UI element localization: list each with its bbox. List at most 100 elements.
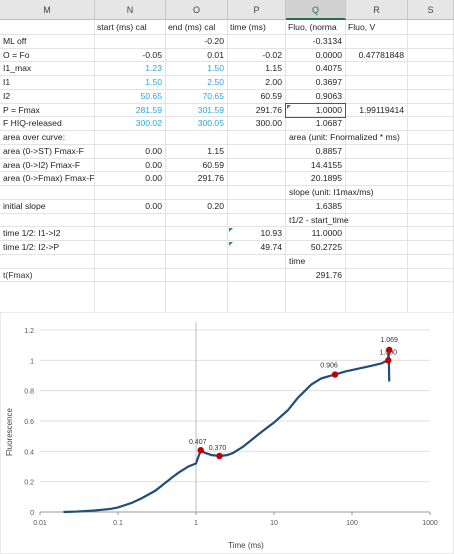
cell-r[interactable]: 1.99119414 [359,104,404,115]
cell-o[interactable]: 0.20 [207,200,224,211]
cell-n[interactable]: 300.02 [135,118,162,129]
table-row: P = Fmax 281.59 301.59 291.76 1.0000 1.991194… [0,104,454,118]
cell-n[interactable]: -0.05 [142,49,162,60]
cell-n[interactable]: 0.00 [145,200,162,211]
data-label: 1.069 [380,337,398,344]
table-row: F HIQ-released 300.02 300.05 300.00 1.0687 [0,117,454,131]
cell-o[interactable]: 1.15 [207,145,224,156]
cell-p[interactable]: 60.59 [260,90,282,101]
cell-m[interactable]: area over curve: [3,132,66,142]
cell-q[interactable]: 0.4075 [315,63,342,74]
cell-m[interactable]: F HIQ-released [3,118,62,129]
x-tick-label: 1 [194,520,198,527]
table-row: I2 50.65 70.65 60.59 0.9063 [0,90,454,104]
table-row: initial slope 0.00 0.20 1.6385 [0,200,454,214]
cell-n[interactable]: 0.00 [145,173,162,184]
cell-q[interactable]: 0.0000 [315,49,342,60]
table-row: I1 1.50 2.50 2.00 0.3697 [0,76,454,90]
header-cell-o[interactable]: end (ms) cal [168,22,216,32]
cell-n[interactable]: 50.65 [140,90,162,101]
cell-q[interactable]: 0.8857 [315,145,342,156]
cell-q[interactable]: time [289,255,306,266]
cell-m[interactable]: area (0->I2) Fmax-F [3,159,81,170]
column-header-q[interactable]: Q [286,0,346,20]
table-row: ML off -0.20 -0.3134 [0,35,454,49]
cell-q[interactable]: 1.0000 [315,104,342,115]
column-header-r[interactable]: R [346,0,408,20]
cell-q[interactable]: -0.3134 [312,35,342,46]
column-header-o[interactable]: O [166,0,228,20]
cell-q[interactable]: 0.9063 [315,90,342,101]
cell-m[interactable]: area (0->Fmax) Fmax-F [3,173,95,184]
column-gridline [94,20,95,312]
cell-p[interactable]: 1.15 [265,63,282,74]
cell-p[interactable]: 10.93 [260,228,282,239]
cell-q[interactable]: 14.4155 [310,159,342,170]
cell-m[interactable]: ML off [3,35,27,46]
cell-q[interactable]: slope (unit: I1max/ms) [289,187,374,197]
cell-o[interactable]: 60.59 [202,159,224,170]
cell-m[interactable]: t(Fmax) [3,269,33,280]
cell-m[interactable]: P = Fmax [3,104,40,115]
cell-o[interactable]: -0.20 [204,35,224,46]
cell-o[interactable]: 291.76 [197,173,224,184]
cell-o[interactable]: 300.05 [197,118,224,129]
cell-o[interactable]: 2.50 [207,77,224,87]
header-cell-r[interactable]: Fluo, V [348,22,376,32]
cell-q[interactable]: 1.6385 [315,200,342,211]
header-cell-q[interactable]: Fluo, (norma [288,22,337,32]
cell-n[interactable]: 281.59 [135,104,162,115]
cell-m[interactable]: O = Fo [3,49,30,60]
column-header-m[interactable]: M [0,0,95,20]
cell-m[interactable]: I1 [3,77,11,87]
table-row: area (0->ST) Fmax-F 0.00 1.15 0.8857 [0,145,454,159]
cell-o[interactable]: 301.59 [197,104,224,115]
cell-p[interactable]: 300.00 [255,118,282,129]
cell-q[interactable]: area (unit: Fnormalized * ms) [289,132,400,142]
header-cell-p[interactable]: time (ms) [230,22,266,32]
column-header-s[interactable]: S [408,0,454,20]
cell-q[interactable]: 11.0000 [311,228,342,239]
cell-r[interactable]: 0.47781848 [358,49,404,60]
cell-q[interactable]: t1/2 - start_time [289,214,349,225]
x-tick-label: 100 [346,520,358,527]
table-row: time 1/2: I2->P 49.74 50.2725 [0,241,454,255]
column-gridline [227,20,228,312]
cell-q[interactable]: 0.3697 [315,77,342,87]
table-row: t(Fmax) 291.76 [0,269,454,283]
cell-q[interactable]: 50.2725 [310,242,342,252]
column-header-p[interactable]: P [228,0,286,20]
cell-m[interactable]: area (0->ST) Fmax-F [3,145,84,156]
cell-q[interactable]: 1.0687 [315,118,342,129]
cell-o[interactable]: 1.50 [207,63,224,74]
x-tick-label: 0.01 [33,520,47,527]
cell-p[interactable]: 49.74 [260,242,282,252]
cell-p[interactable]: -0.02 [262,49,282,60]
cell-m[interactable]: time 1/2: I1->I2 [3,228,61,239]
cell-m[interactable]: initial slope [3,200,46,211]
cell-p[interactable]: 2.00 [265,77,282,87]
column-gridline [407,20,408,312]
cell-m[interactable]: I1_max [3,63,32,74]
data-label: 0.407 [189,439,207,446]
y-tick-label: 1 [30,358,34,365]
cell-m[interactable]: time 1/2: I2->P [3,242,60,252]
cell-q[interactable]: 291.76 [315,269,342,280]
table-row: time 1/2: I1->I2 10.93 11.0000 [0,227,454,241]
table-row: O = Fo -0.05 0.01 -0.02 0.0000 0.47781848 [0,49,454,63]
chart-area[interactable] [0,312,454,554]
cell-q[interactable]: 20.1895 [310,173,342,184]
cell-n[interactable]: 1.23 [145,63,162,74]
cell-m[interactable]: I2 [3,90,11,101]
cell-n[interactable]: 0.00 [145,145,162,156]
axes: 0 0.2 0.4 0.6 0.8 1 1.2 0.01 0.1 1 10 100 1000 [24,328,438,527]
column-header-n[interactable]: N [95,0,166,20]
header-cell-n[interactable]: start (ms) cal [97,22,147,32]
cell-n[interactable]: 0.00 [145,159,162,170]
cell-p[interactable]: 291.76 [255,104,282,115]
cell-o[interactable]: 70.65 [202,90,224,101]
cell-o[interactable]: 0.01 [207,49,224,60]
fluorescence-series [63,349,391,514]
cell-n[interactable]: 1.50 [145,77,162,87]
